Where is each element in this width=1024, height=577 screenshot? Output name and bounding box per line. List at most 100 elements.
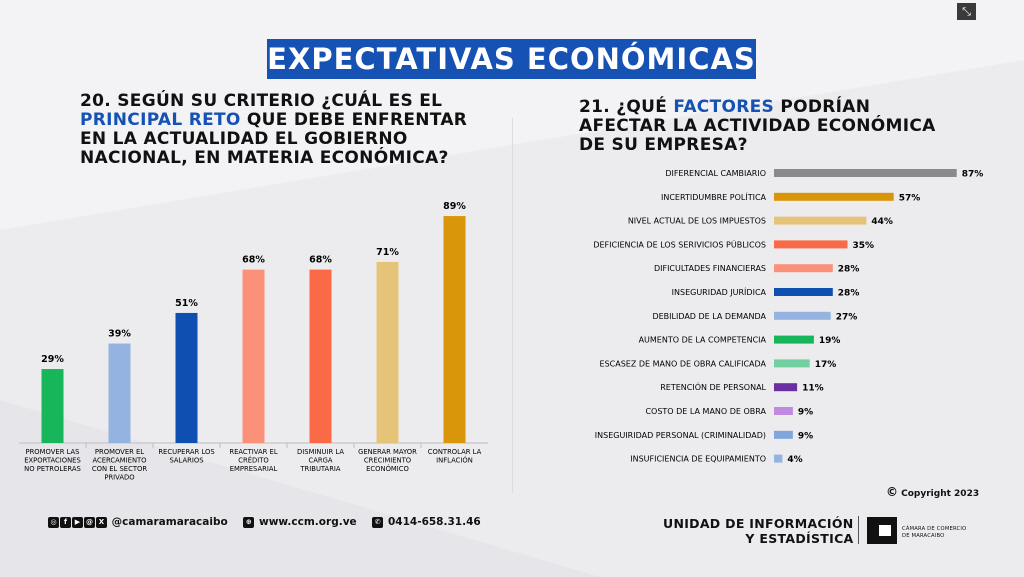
category-label: INCERTIDUMBRE POLÍTICA bbox=[661, 191, 767, 202]
chamber-logo-text: CÁMARA DE COMERCIO DE MARACAIBO bbox=[902, 526, 966, 540]
bar bbox=[309, 269, 332, 443]
website[interactable]: www.ccm.org.ve bbox=[259, 516, 357, 528]
q20-highlight: PRINCIPAL RETO bbox=[80, 110, 241, 130]
q20-post: QUE DEBE ENFRENTAR EN LA ACTUALIDAD EL G… bbox=[80, 110, 468, 168]
bar bbox=[774, 359, 810, 368]
bar bbox=[774, 192, 894, 201]
category-label: DIFICULTADES FINANCIERAS bbox=[654, 264, 766, 273]
social-footer: ◎ f ▶ @ X @camaramaracaibo ⊕ www.ccm.org.ve … bbox=[48, 516, 481, 528]
copyright-icon: © bbox=[886, 485, 898, 499]
category-label: ACERCAMIENTO bbox=[92, 457, 146, 465]
category-label: CRÉDITO bbox=[238, 456, 269, 465]
data-label: 68% bbox=[242, 255, 265, 266]
category-label: DIFERENCIAL CAMBIARIO bbox=[665, 169, 766, 178]
collapse-icon[interactable]: ⤡ bbox=[957, 3, 976, 20]
bar bbox=[108, 343, 131, 443]
threads-icon[interactable]: @ bbox=[84, 516, 95, 528]
bar bbox=[376, 261, 399, 443]
category-label: CONTROLAR LA bbox=[428, 448, 482, 456]
bar bbox=[774, 311, 831, 320]
footer-separator bbox=[858, 516, 859, 544]
copyright: © Copyright 2023 bbox=[886, 485, 979, 499]
whatsapp-icon: ✆ bbox=[372, 516, 384, 528]
category-label: INSEGUIRIDAD PERSONAL (CRIMINALIDAD) bbox=[595, 431, 766, 440]
chamber-logo-icon bbox=[867, 517, 897, 544]
category-label: SALARIOS bbox=[169, 457, 203, 465]
facebook-icon[interactable]: f bbox=[60, 516, 71, 528]
unit-line-2: Y ESTADÍSTICA bbox=[745, 531, 854, 546]
category-label: COSTO DE LA MANO DE OBRA bbox=[645, 407, 766, 416]
instagram-icon[interactable]: ◎ bbox=[48, 516, 59, 528]
data-label: 29% bbox=[41, 354, 64, 365]
data-label: 9% bbox=[798, 431, 813, 441]
unit-title: UNIDAD DE INFORMACIÓN Y ESTADÍSTICA bbox=[663, 516, 854, 546]
category-label: RECUPERAR LOS bbox=[158, 448, 214, 456]
bar bbox=[774, 264, 833, 273]
data-label: 4% bbox=[787, 455, 802, 465]
banner-title: EXPECTATIVAS ECONÓMICAS bbox=[267, 39, 756, 79]
bar bbox=[41, 369, 64, 443]
category-label: REACTIVAR EL bbox=[229, 448, 277, 456]
category-label: RETENCIÓN DE PERSONAL bbox=[660, 381, 766, 392]
social-handle[interactable]: @camaramaracaibo bbox=[111, 516, 228, 528]
unit-line-1: UNIDAD DE INFORMACIÓN bbox=[663, 516, 854, 531]
category-label: DEFICIENCIA DE LOS SERIVICIOS PÚBLICOS bbox=[593, 238, 766, 249]
web-icon: ⊕ bbox=[243, 516, 255, 528]
category-label: AUMENTO DE LA COMPETENCIA bbox=[639, 336, 767, 345]
bar bbox=[774, 288, 833, 296]
category-label: GENERAR MAYOR bbox=[358, 448, 417, 456]
question-20-title: 20. SEGÚN SU CRITERIO ¿CUÁL ES EL PRINCI… bbox=[80, 92, 470, 168]
category-label: CARGA bbox=[308, 457, 332, 465]
category-label: NO PETROLERAS bbox=[24, 465, 81, 473]
phone[interactable]: 0414-658.31.46 bbox=[387, 516, 481, 528]
bar bbox=[774, 407, 793, 415]
data-label: 28% bbox=[838, 289, 860, 299]
data-label: 71% bbox=[376, 247, 399, 258]
bar bbox=[443, 216, 466, 443]
org-line-2: DE MARACAIBO bbox=[902, 533, 945, 539]
category-label: TRIBUTARIA bbox=[299, 465, 341, 473]
category-label: PRIVADO bbox=[104, 474, 134, 482]
category-label: ESCASEZ DE MANO DE OBRA CALIFICADA bbox=[600, 359, 767, 368]
category-label: CRECIMIENTO bbox=[364, 457, 411, 465]
question-21-title: 21. ¿QUÉ FACTORES PODRÍAN AFECTAR LA ACT… bbox=[579, 98, 959, 155]
bar bbox=[774, 240, 848, 249]
column-divider bbox=[512, 118, 513, 493]
data-label: 19% bbox=[819, 336, 841, 346]
q21-highlight: FACTORES bbox=[673, 97, 775, 117]
data-label: 35% bbox=[853, 241, 875, 251]
copyright-text: Copyright 2023 bbox=[901, 489, 980, 499]
org-line-1: CÁMARA DE COMERCIO bbox=[902, 526, 967, 532]
youtube-icon[interactable]: ▶ bbox=[72, 516, 83, 528]
q21-pre: ¿QUÉ bbox=[616, 97, 668, 117]
data-label: 11% bbox=[802, 384, 824, 394]
bar bbox=[774, 169, 957, 177]
q20-pre: SEGÚN SU CRITERIO ¿CUÁL ES EL bbox=[117, 91, 443, 111]
category-label: INFLACIÓN bbox=[436, 456, 473, 465]
bar bbox=[774, 383, 798, 392]
data-label: 51% bbox=[175, 298, 198, 309]
data-label: 39% bbox=[108, 329, 131, 340]
category-label: PROMOVER EL bbox=[95, 448, 144, 456]
x-icon[interactable]: X bbox=[96, 516, 107, 528]
category-label: PROMOVER LAS bbox=[25, 448, 79, 456]
bar bbox=[774, 454, 783, 463]
category-label: ECONÓMICO bbox=[366, 464, 409, 473]
horizontal-bar-chart: DIFERENCIAL CAMBIARIO 87% INCERTIDUMBRE PO… bbox=[593, 169, 984, 465]
category-label: CON EL SECTOR bbox=[92, 465, 147, 473]
category-label: NIVEL ACTUAL DE LOS IMPUESTOS bbox=[628, 217, 766, 226]
bar bbox=[774, 430, 793, 439]
data-label: 87% bbox=[962, 170, 984, 180]
data-label: 68% bbox=[309, 255, 332, 266]
bar bbox=[774, 216, 867, 225]
category-label: EXPORTACIONES bbox=[24, 457, 81, 465]
data-label: 17% bbox=[815, 360, 837, 370]
bar bbox=[175, 312, 198, 443]
q21-number: 21. bbox=[579, 97, 611, 117]
data-label: 57% bbox=[899, 193, 921, 203]
q21-post: PODRÍAN AFECTAR LA ACTIVIDAD ECONÓMICA D… bbox=[579, 97, 936, 155]
bar bbox=[242, 269, 265, 443]
data-label: 9% bbox=[798, 408, 813, 418]
q20-number: 20. bbox=[80, 91, 112, 111]
data-label: 28% bbox=[838, 265, 860, 275]
